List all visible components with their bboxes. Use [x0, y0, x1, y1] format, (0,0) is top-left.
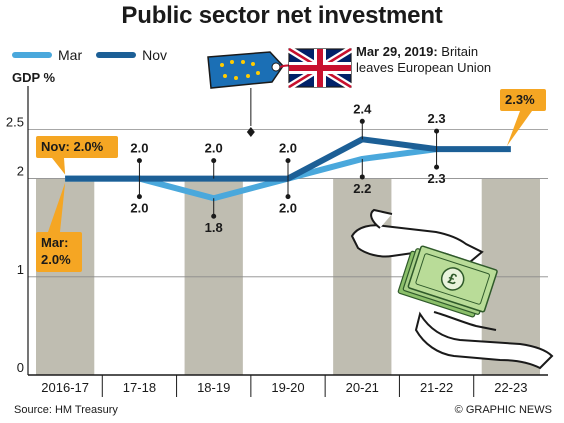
annotation-text-2: leaves European Union [356, 60, 492, 75]
legend-item-mar: Mar [12, 47, 82, 63]
callout-nov-start-box [36, 136, 118, 158]
label-dot-below [434, 164, 440, 170]
point-label-below: 2.0 [279, 201, 297, 216]
callout-mar-start-pointer [48, 182, 66, 232]
point-label-below: 1.8 [205, 220, 223, 235]
point-label-above: 2.3 [428, 111, 446, 126]
y-tick-label: 0 [17, 360, 24, 375]
annotation-text-1: Britain [441, 44, 479, 59]
legend: Mar Nov [12, 43, 181, 67]
label-dot-below [211, 213, 217, 219]
callout-end-box [500, 89, 546, 111]
callout-nov-start-text: Nov: 2.0% [41, 139, 104, 154]
label-dot-below [285, 194, 291, 200]
brexit-annotation: Mar 29, 2019: Britain leaves European Un… [356, 44, 556, 76]
legend-label-mar: Mar [58, 47, 83, 63]
credit-note: © GRAPHIC NEWS [454, 404, 552, 416]
point-label-below: 2.2 [353, 181, 371, 196]
legend-swatch-mar [12, 52, 52, 58]
plot-background [28, 86, 548, 375]
union-jack-icon [287, 46, 353, 90]
y-tick-label: 2 [17, 164, 24, 179]
axes: 2016-17 17-18 18-19 19-20 20-21 21-22 22-23 [27, 86, 548, 397]
callout-nov-start-pointer [52, 158, 66, 175]
label-dot-above [285, 158, 291, 164]
point-label-below: 2.3 [428, 171, 446, 186]
y-tick-label: 2.5 [6, 114, 24, 129]
point-label-below: 2.0 [130, 201, 148, 216]
annotation-date: Mar 29, 2019: [356, 44, 438, 59]
y-axis-label: GDP % [12, 70, 56, 85]
pound-sign-icon [440, 267, 465, 291]
source-note: Source: HM Treasury [14, 404, 118, 416]
legend-swatch-nov [96, 52, 137, 58]
point-label-above: 2.0 [130, 141, 148, 156]
point-labels: 2.0 2.0 2.0 1.8 2.0 2.0 2.4 2.2 2.3 2.3 [130, 101, 445, 235]
x-tick-label: 17-18 [123, 380, 156, 395]
brexit-marker [246, 127, 255, 137]
label-dot-below [136, 194, 142, 200]
label-dot-below [359, 174, 365, 180]
label-dot-above [211, 158, 217, 164]
eu-flag-tag-icon [207, 51, 297, 89]
point-label-above: 2.0 [205, 141, 223, 156]
label-dot-above [359, 118, 365, 124]
y-tick-label: 1 [17, 262, 24, 277]
x-tick-label: 21-22 [420, 380, 453, 395]
point-label-above: 2.0 [279, 141, 297, 156]
x-tick-label: 22-23 [494, 380, 527, 395]
point-label-above: 2.4 [353, 101, 372, 116]
illustrations: £ [207, 46, 554, 370]
x-tick-label: 18-19 [197, 380, 230, 395]
callout-end-pointer [506, 111, 532, 147]
hands-icon [350, 208, 554, 370]
category-bands [28, 86, 548, 375]
x-tick-label: 19-20 [271, 380, 304, 395]
banknotes-icon: £ [397, 245, 498, 318]
callout-mar-start-text: Mar: [41, 235, 68, 250]
chart-title: Public sector net investment [121, 2, 443, 29]
label-dot-above [136, 158, 142, 164]
x-tick-label: 2016-17 [41, 380, 89, 395]
callout-end-text: 2.3% [505, 92, 535, 107]
legend-item-nov: Nov [96, 47, 167, 63]
callouts: Nov: 2.0% Mar: 2.0% 2.3% [36, 88, 546, 272]
callout-mar-start-box [36, 232, 82, 272]
legend-label-nov: Nov [142, 47, 168, 63]
x-tick-label: 20-21 [346, 380, 379, 395]
callout-mar-start-text: 2.0% [41, 252, 71, 267]
label-dot-above [434, 128, 440, 134]
